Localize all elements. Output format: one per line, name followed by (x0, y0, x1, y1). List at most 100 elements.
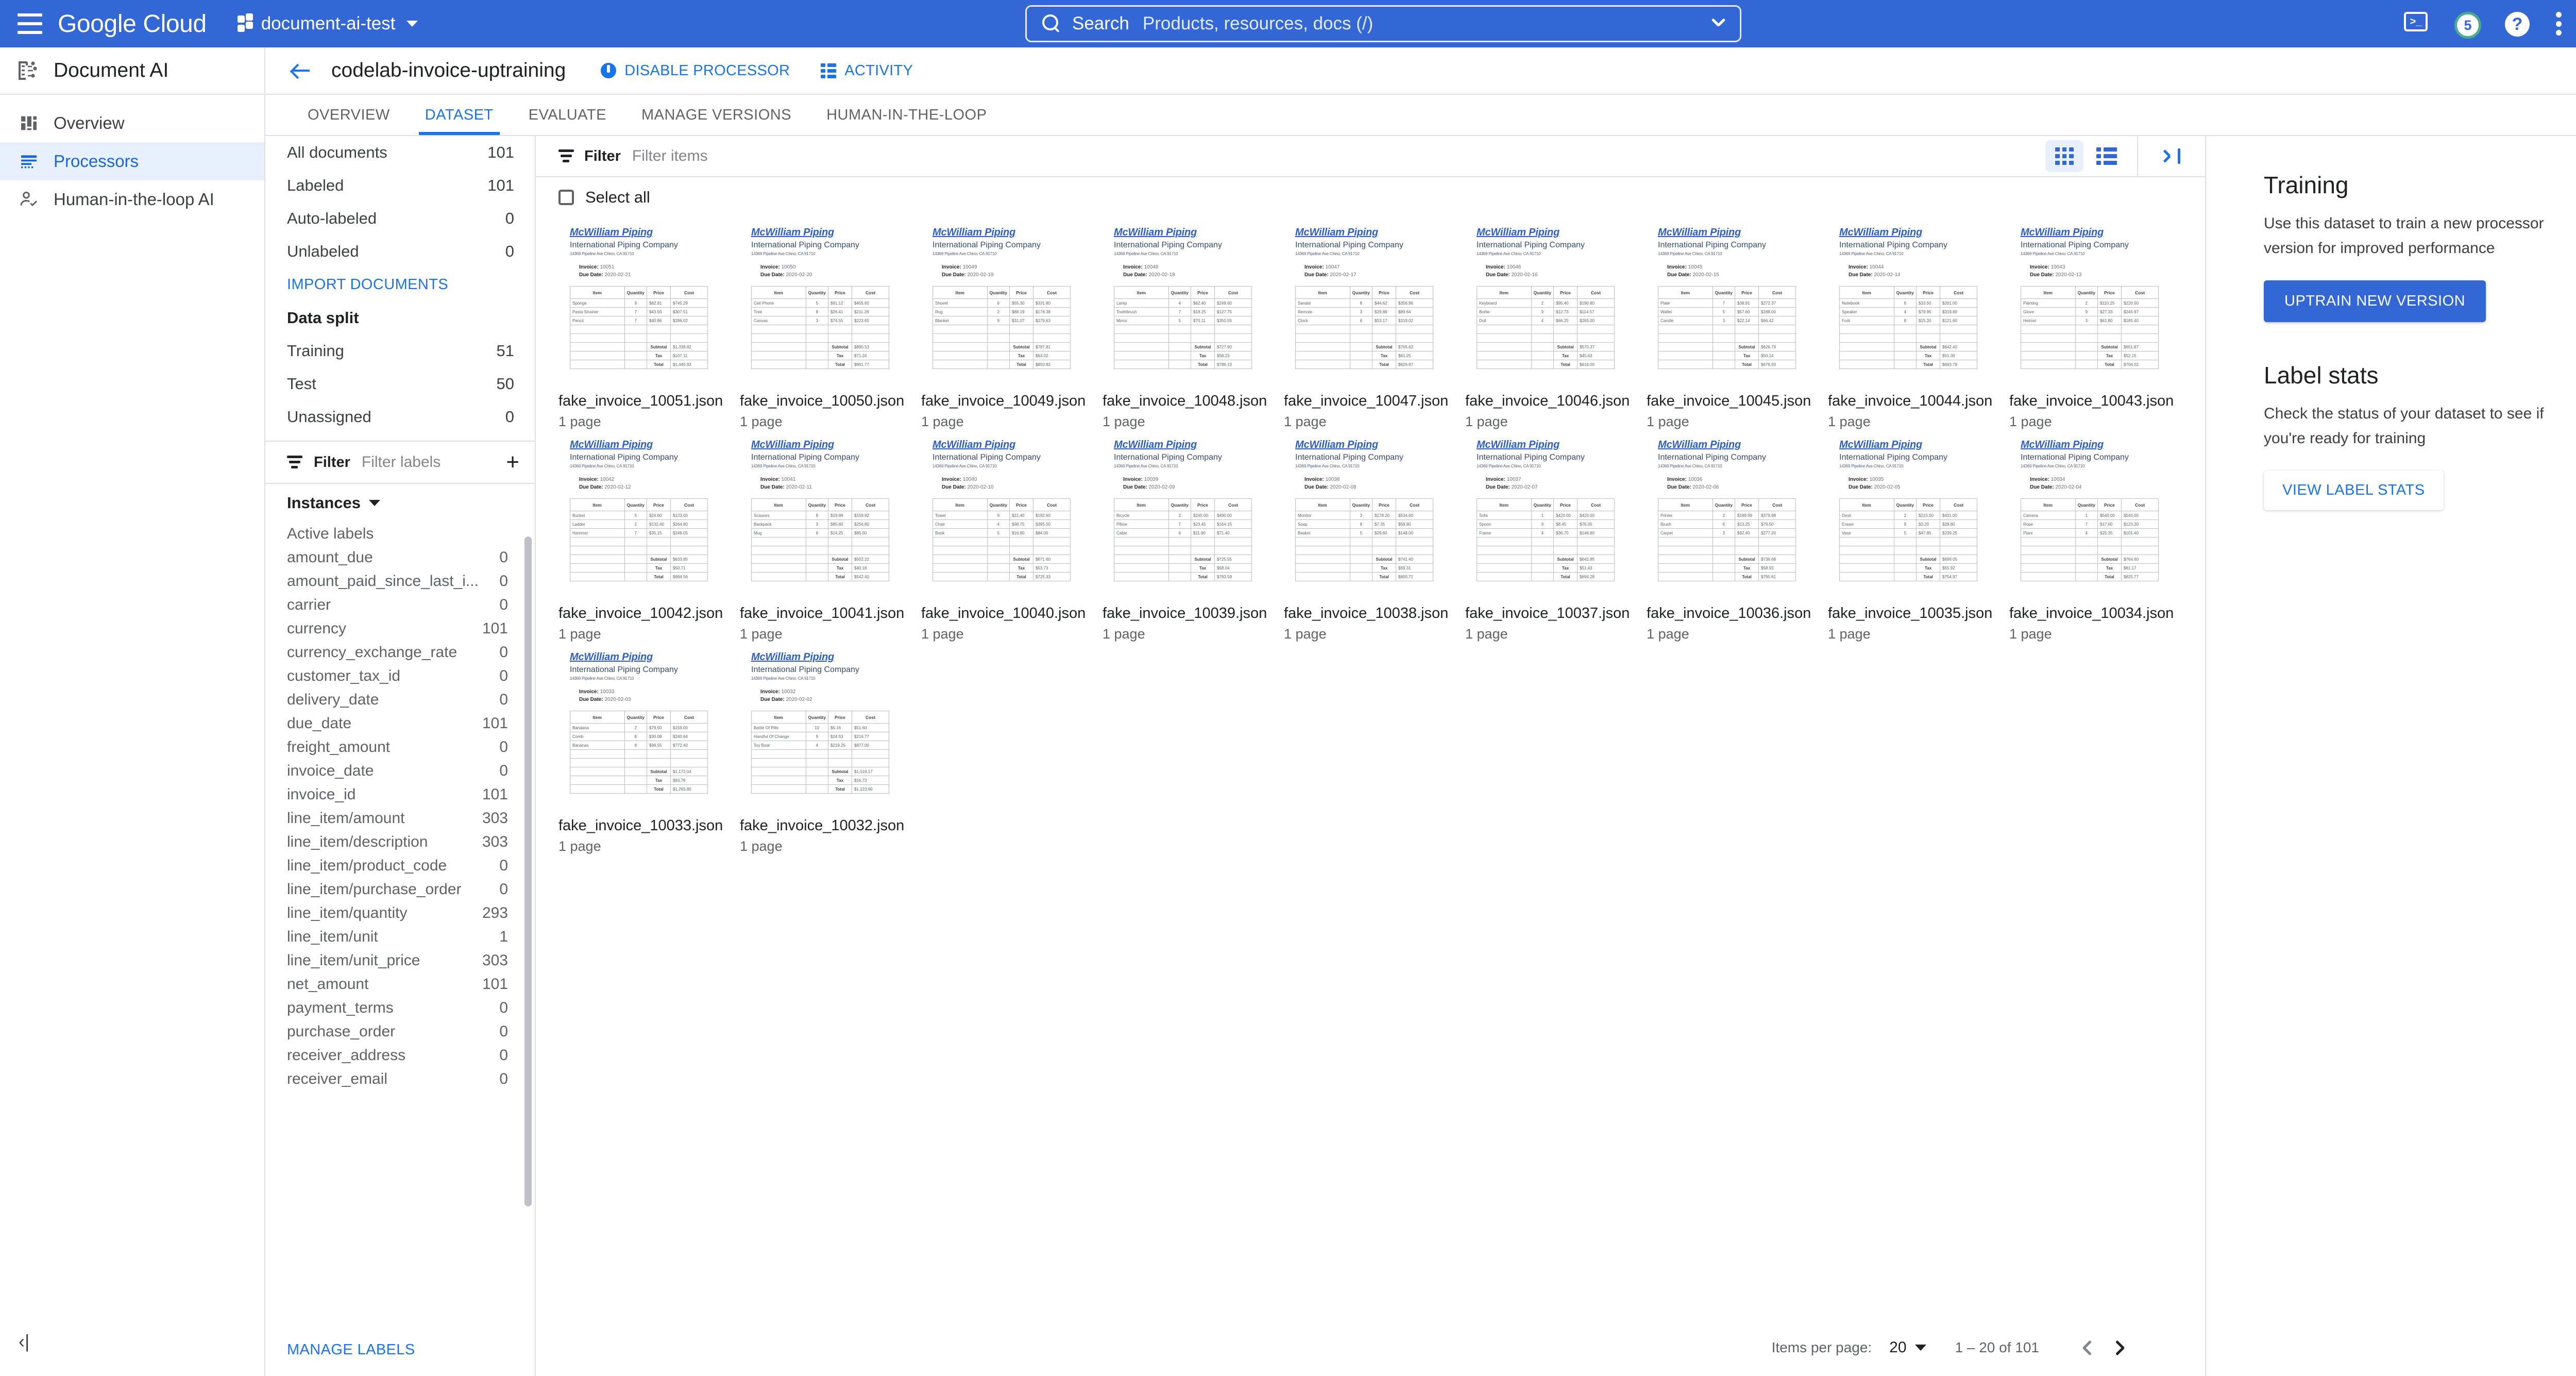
document-card[interactable]: McWilliam Piping International Piping Com… (2009, 430, 2191, 642)
label-row[interactable]: delivery_date 0 (265, 688, 535, 712)
label-row[interactable]: net_amount 101 (265, 972, 535, 996)
dataset-count-row[interactable]: Auto-labeled 0 (265, 202, 535, 235)
document-card[interactable]: McWilliam Piping International Piping Com… (558, 430, 740, 642)
label-row[interactable]: purchase_order 0 (265, 1020, 535, 1044)
project-selector[interactable]: document-ai-test (237, 13, 418, 34)
document-thumbnail[interactable]: McWilliam Piping International Piping Com… (1828, 217, 1989, 388)
add-label-icon[interactable]: + (506, 449, 519, 475)
label-row[interactable]: amount_paid_since_last_i... 0 (265, 569, 535, 593)
document-thumbnail[interactable]: McWilliam Piping International Piping Com… (921, 217, 1082, 388)
more-options-icon[interactable] (2555, 12, 2562, 36)
document-card[interactable]: McWilliam Piping International Piping Com… (1284, 430, 1465, 642)
tab-manage-versions[interactable]: MANAGE VERSIONS (641, 106, 792, 123)
tab-dataset[interactable]: DATASET (408, 95, 511, 135)
document-card[interactable]: McWilliam Piping International Piping Com… (740, 642, 921, 854)
sidebar-item-processors[interactable]: Processors (0, 142, 264, 180)
label-row[interactable]: currency_exchange_rate 0 (265, 641, 535, 664)
document-card[interactable]: McWilliam Piping International Piping Com… (1103, 217, 1284, 430)
document-thumbnail[interactable]: McWilliam Piping International Piping Com… (558, 217, 719, 388)
select-all-checkbox[interactable] (558, 190, 574, 205)
document-card[interactable]: McWilliam Piping International Piping Com… (1465, 430, 1647, 642)
google-cloud-logo[interactable]: Google Cloud (58, 10, 207, 38)
documents-grid-scroll[interactable]: McWilliam Piping International Piping Com… (536, 217, 2205, 1319)
document-card[interactable]: McWilliam Piping International Piping Com… (558, 642, 740, 854)
document-card[interactable]: McWilliam Piping International Piping Com… (1647, 217, 1828, 430)
filter-labels-input[interactable]: Filter labels (361, 454, 441, 471)
document-thumbnail[interactable]: McWilliam Piping International Piping Com… (1828, 430, 1989, 600)
filter-items-input[interactable]: Filter items (632, 147, 708, 164)
expand-right-panel-button[interactable] (2138, 147, 2205, 165)
document-card[interactable]: McWilliam Piping International Piping Com… (921, 217, 1103, 430)
collapse-nav-icon[interactable]: ‹| (19, 1331, 30, 1352)
label-row[interactable]: line_item/unit_price 303 (265, 949, 535, 972)
tab-evaluate[interactable]: EVALUATE (528, 106, 606, 123)
tab-human-in-the-loop[interactable]: HUMAN-IN-THE-LOOP (826, 106, 987, 123)
previous-page-button[interactable] (2072, 1331, 2105, 1364)
uptrain-new-version-button[interactable]: UPTRAIN NEW VERSION (2264, 280, 2486, 322)
back-arrow-icon[interactable] (290, 59, 313, 82)
sidebar-item-hitl-ai[interactable]: Human-in-the-loop AI (0, 180, 264, 219)
import-documents-button[interactable]: IMPORT DOCUMENTS (287, 276, 449, 293)
dataset-count-row[interactable]: All documents 101 (265, 136, 535, 169)
data-split-row[interactable]: Training 51 (265, 334, 535, 367)
grid-view-button[interactable] (2045, 140, 2083, 172)
document-card[interactable]: McWilliam Piping International Piping Com… (1103, 430, 1284, 642)
label-filter-bar[interactable]: Filter Filter labels + (265, 441, 535, 484)
document-thumbnail[interactable]: McWilliam Piping International Piping Com… (1647, 217, 1807, 388)
document-thumbnail[interactable]: McWilliam Piping International Piping Com… (1284, 430, 1445, 600)
label-row[interactable]: receiver_address 0 (265, 1044, 535, 1067)
document-card[interactable]: McWilliam Piping International Piping Com… (1828, 217, 2009, 430)
label-row[interactable]: currency 101 (265, 617, 535, 641)
document-thumbnail[interactable]: McWilliam Piping International Piping Com… (558, 430, 719, 600)
document-thumbnail[interactable]: McWilliam Piping International Piping Com… (740, 430, 901, 600)
document-thumbnail[interactable]: McWilliam Piping International Piping Com… (1284, 217, 1445, 388)
dataset-count-row[interactable]: Labeled 101 (265, 169, 535, 202)
document-thumbnail[interactable]: McWilliam Piping International Piping Com… (921, 430, 1082, 600)
label-row[interactable]: amount_due 0 (265, 546, 535, 569)
cloud-shell-icon[interactable]: >_ (2404, 12, 2428, 36)
label-row[interactable]: customer_tax_id 0 (265, 664, 535, 688)
document-card[interactable]: McWilliam Piping International Piping Com… (1284, 217, 1465, 430)
manage-labels-button[interactable]: MANAGE LABELS (287, 1341, 415, 1358)
data-split-row[interactable]: Test 50 (265, 367, 535, 400)
view-label-stats-button[interactable]: VIEW LABEL STATS (2264, 471, 2444, 510)
label-row[interactable]: line_item/description 303 (265, 830, 535, 854)
document-card[interactable]: McWilliam Piping International Piping Com… (921, 430, 1103, 642)
search-input[interactable]: Search Products, resources, docs (/) (1025, 5, 1741, 42)
label-row[interactable]: carrier 0 (265, 593, 535, 617)
label-row[interactable]: payment_terms 0 (265, 996, 535, 1020)
document-card[interactable]: McWilliam Piping International Piping Com… (1465, 217, 1647, 430)
document-card[interactable]: McWilliam Piping International Piping Com… (558, 217, 740, 430)
document-thumbnail[interactable]: McWilliam Piping International Piping Com… (558, 642, 719, 812)
document-thumbnail[interactable]: McWilliam Piping International Piping Com… (1103, 430, 1263, 600)
tab-overview[interactable]: OVERVIEW (308, 106, 390, 123)
document-card[interactable]: McWilliam Piping International Piping Com… (2009, 217, 2191, 430)
document-thumbnail[interactable]: McWilliam Piping International Piping Com… (2009, 217, 2170, 388)
label-row[interactable]: line_item/amount 303 (265, 807, 535, 830)
label-row[interactable]: freight_amount 0 (265, 735, 535, 759)
label-row[interactable]: line_item/unit 1 (265, 925, 535, 949)
label-row[interactable]: line_item/quantity 293 (265, 901, 535, 925)
label-list-scroll[interactable]: Active labels amount_due 0 amount_paid_sin… (265, 522, 535, 1336)
document-card[interactable]: McWilliam Piping International Piping Com… (740, 430, 921, 642)
document-thumbnail[interactable]: McWilliam Piping International Piping Com… (1465, 430, 1626, 600)
document-thumbnail[interactable]: McWilliam Piping International Piping Com… (740, 217, 901, 388)
chevron-down-icon[interactable] (1711, 17, 1724, 30)
label-row[interactable]: invoice_date 0 (265, 759, 535, 783)
label-row[interactable]: line_item/purchase_order 0 (265, 878, 535, 901)
label-row[interactable]: invoice_id 101 (265, 783, 535, 807)
sidebar-item-overview[interactable]: Overview (0, 104, 264, 142)
disable-processor-button[interactable]: DISABLE PROCESSOR (601, 62, 790, 79)
next-page-button[interactable] (2105, 1331, 2138, 1364)
list-view-button[interactable] (2088, 140, 2126, 172)
credits-badge[interactable]: 5 (2454, 12, 2481, 39)
page-size-select[interactable]: 20 (1889, 1339, 1926, 1356)
instances-dropdown[interactable]: Instances (265, 484, 535, 522)
hamburger-menu-icon[interactable] (18, 13, 42, 34)
activity-button[interactable]: ACTIVITY (821, 62, 913, 79)
document-thumbnail[interactable]: McWilliam Piping International Piping Com… (2009, 430, 2170, 600)
help-icon[interactable]: ? (2505, 12, 2530, 37)
data-split-row[interactable]: Unassigned 0 (265, 400, 535, 433)
document-card[interactable]: McWilliam Piping International Piping Com… (1828, 430, 2009, 642)
document-thumbnail[interactable]: McWilliam Piping International Piping Com… (1103, 217, 1263, 388)
